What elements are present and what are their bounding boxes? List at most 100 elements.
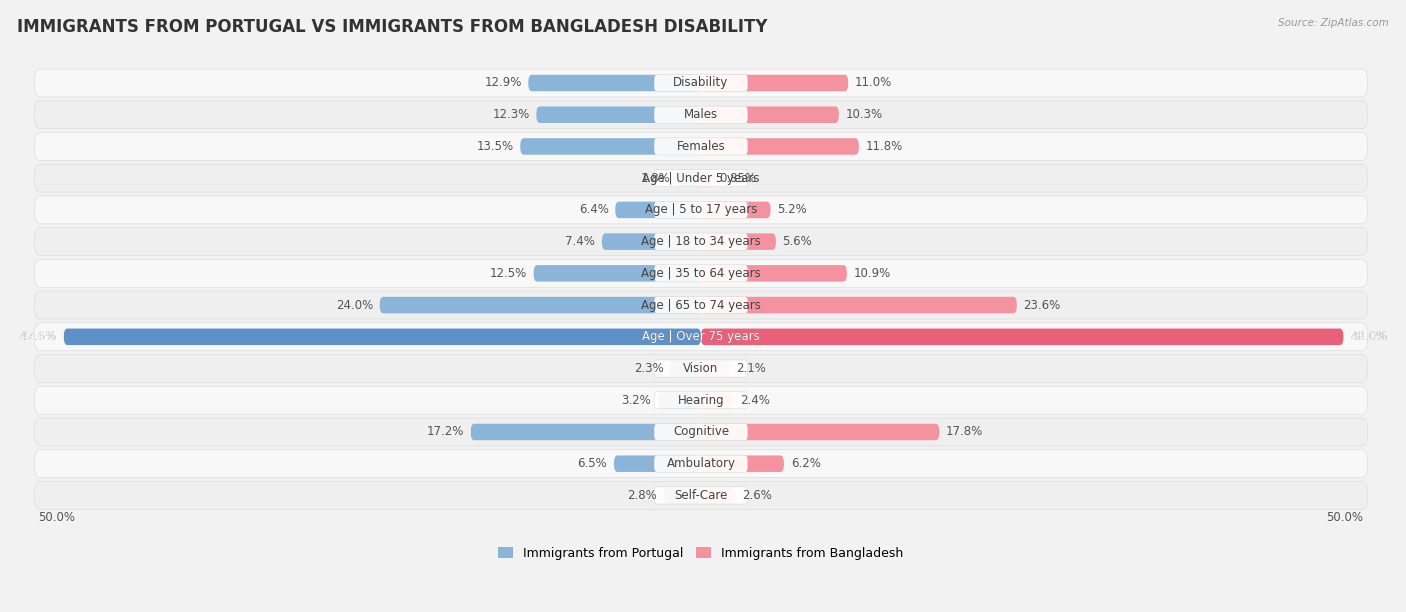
- Text: Females: Females: [676, 140, 725, 153]
- Text: 1.8%: 1.8%: [640, 172, 671, 185]
- FancyBboxPatch shape: [34, 132, 1368, 160]
- FancyBboxPatch shape: [34, 291, 1368, 319]
- FancyBboxPatch shape: [702, 170, 713, 187]
- FancyBboxPatch shape: [654, 455, 748, 472]
- FancyBboxPatch shape: [654, 424, 748, 441]
- FancyBboxPatch shape: [34, 101, 1368, 129]
- FancyBboxPatch shape: [34, 164, 1368, 192]
- FancyBboxPatch shape: [654, 392, 748, 409]
- FancyBboxPatch shape: [702, 329, 1344, 345]
- Text: Cognitive: Cognitive: [673, 425, 728, 438]
- Text: 50.0%: 50.0%: [1326, 511, 1364, 524]
- FancyBboxPatch shape: [702, 75, 848, 91]
- FancyBboxPatch shape: [654, 360, 748, 377]
- Text: 10.9%: 10.9%: [853, 267, 891, 280]
- FancyBboxPatch shape: [380, 297, 702, 313]
- Text: 6.2%: 6.2%: [790, 457, 821, 470]
- Text: 48.0%: 48.0%: [1350, 330, 1388, 343]
- FancyBboxPatch shape: [34, 228, 1368, 256]
- Text: Age | 18 to 34 years: Age | 18 to 34 years: [641, 235, 761, 248]
- Text: 2.6%: 2.6%: [742, 489, 772, 502]
- Text: Age | Under 5 years: Age | Under 5 years: [643, 172, 759, 185]
- FancyBboxPatch shape: [536, 106, 702, 123]
- Text: 6.4%: 6.4%: [579, 203, 609, 217]
- FancyBboxPatch shape: [654, 138, 748, 155]
- FancyBboxPatch shape: [34, 418, 1368, 446]
- FancyBboxPatch shape: [654, 106, 748, 123]
- Text: 2.3%: 2.3%: [634, 362, 664, 375]
- Legend: Immigrants from Portugal, Immigrants from Bangladesh: Immigrants from Portugal, Immigrants fro…: [494, 542, 908, 565]
- FancyBboxPatch shape: [654, 201, 748, 218]
- Text: Age | 5 to 17 years: Age | 5 to 17 years: [645, 203, 758, 217]
- FancyBboxPatch shape: [702, 297, 1017, 313]
- Text: Hearing: Hearing: [678, 394, 724, 407]
- Text: Source: ZipAtlas.com: Source: ZipAtlas.com: [1278, 18, 1389, 28]
- FancyBboxPatch shape: [702, 265, 846, 282]
- FancyBboxPatch shape: [702, 424, 939, 440]
- FancyBboxPatch shape: [34, 386, 1368, 414]
- FancyBboxPatch shape: [654, 265, 748, 282]
- FancyBboxPatch shape: [534, 265, 702, 282]
- FancyBboxPatch shape: [702, 360, 730, 377]
- Text: 0.85%: 0.85%: [718, 172, 756, 185]
- Text: Vision: Vision: [683, 362, 718, 375]
- FancyBboxPatch shape: [34, 450, 1368, 478]
- Text: 47.6%: 47.6%: [20, 330, 58, 343]
- FancyBboxPatch shape: [702, 138, 859, 155]
- FancyBboxPatch shape: [602, 233, 702, 250]
- FancyBboxPatch shape: [34, 69, 1368, 97]
- FancyBboxPatch shape: [702, 106, 839, 123]
- FancyBboxPatch shape: [654, 296, 748, 313]
- Text: 2.1%: 2.1%: [735, 362, 766, 375]
- Text: 3.2%: 3.2%: [621, 394, 651, 407]
- Text: 2.4%: 2.4%: [740, 394, 769, 407]
- Text: 12.5%: 12.5%: [489, 267, 527, 280]
- FancyBboxPatch shape: [63, 329, 702, 345]
- FancyBboxPatch shape: [34, 482, 1368, 509]
- Text: Disability: Disability: [673, 76, 728, 89]
- Text: 12.3%: 12.3%: [492, 108, 530, 121]
- FancyBboxPatch shape: [702, 392, 733, 408]
- Text: Age | 65 to 74 years: Age | 65 to 74 years: [641, 299, 761, 312]
- FancyBboxPatch shape: [664, 487, 702, 504]
- Text: 5.2%: 5.2%: [778, 203, 807, 217]
- FancyBboxPatch shape: [671, 360, 702, 377]
- Text: 23.6%: 23.6%: [1024, 299, 1060, 312]
- Text: 2.8%: 2.8%: [627, 489, 657, 502]
- FancyBboxPatch shape: [616, 201, 702, 218]
- FancyBboxPatch shape: [658, 392, 702, 408]
- Text: Ambulatory: Ambulatory: [666, 457, 735, 470]
- Text: IMMIGRANTS FROM PORTUGAL VS IMMIGRANTS FROM BANGLADESH DISABILITY: IMMIGRANTS FROM PORTUGAL VS IMMIGRANTS F…: [17, 18, 768, 36]
- Text: 50.0%: 50.0%: [38, 511, 76, 524]
- Text: Self-Care: Self-Care: [675, 489, 728, 502]
- FancyBboxPatch shape: [702, 201, 770, 218]
- FancyBboxPatch shape: [34, 323, 1368, 351]
- FancyBboxPatch shape: [654, 170, 748, 187]
- Text: 12.9%: 12.9%: [484, 76, 522, 89]
- Text: 47.6%: 47.6%: [20, 330, 58, 343]
- Text: 11.0%: 11.0%: [855, 76, 893, 89]
- FancyBboxPatch shape: [654, 487, 748, 504]
- FancyBboxPatch shape: [676, 170, 702, 187]
- Text: 7.4%: 7.4%: [565, 235, 595, 248]
- FancyBboxPatch shape: [654, 233, 748, 250]
- FancyBboxPatch shape: [654, 328, 748, 345]
- Text: 17.2%: 17.2%: [426, 425, 464, 438]
- Text: 48.0%: 48.0%: [1350, 330, 1388, 343]
- Text: Males: Males: [683, 108, 718, 121]
- Text: Age | Over 75 years: Age | Over 75 years: [643, 330, 759, 343]
- Text: 5.6%: 5.6%: [783, 235, 813, 248]
- Text: 11.8%: 11.8%: [866, 140, 903, 153]
- FancyBboxPatch shape: [34, 354, 1368, 382]
- FancyBboxPatch shape: [520, 138, 702, 155]
- Text: Age | Over 75 years: Age | Over 75 years: [643, 330, 759, 343]
- Text: 6.5%: 6.5%: [578, 457, 607, 470]
- Text: 13.5%: 13.5%: [477, 140, 513, 153]
- FancyBboxPatch shape: [34, 196, 1368, 224]
- Text: 10.3%: 10.3%: [845, 108, 883, 121]
- FancyBboxPatch shape: [654, 75, 748, 92]
- FancyBboxPatch shape: [529, 75, 702, 91]
- FancyBboxPatch shape: [702, 487, 735, 504]
- Text: Age | 35 to 64 years: Age | 35 to 64 years: [641, 267, 761, 280]
- Text: 24.0%: 24.0%: [336, 299, 373, 312]
